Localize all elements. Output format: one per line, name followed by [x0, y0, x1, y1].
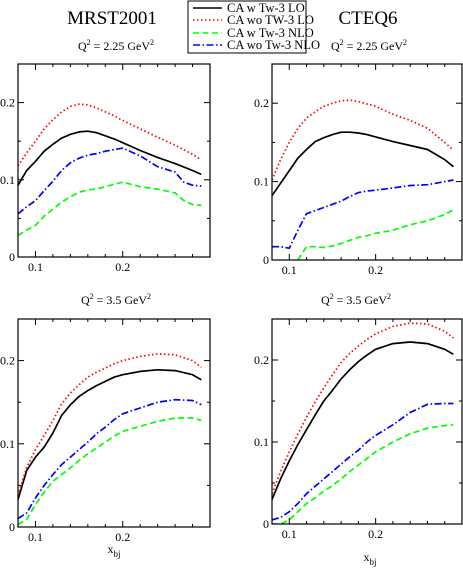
series-line-wo-nlo	[18, 398, 202, 520]
series-line-lo	[18, 368, 202, 500]
q2-label-bottom-left: Q2 = 3.5 GeV2	[81, 292, 151, 307]
x-tick-label: 0.1	[28, 530, 43, 544]
series-line-wo-nlo	[18, 147, 202, 215]
x-tick-label: 0.1	[282, 263, 297, 277]
header-mrst: MRST2001	[67, 8, 157, 29]
series-line-nlo	[18, 417, 202, 526]
y-tick-label: 0	[9, 520, 15, 534]
y-tick-label: 0.2	[254, 353, 269, 367]
legend: CA w Tw-3 LO CA wo TW-3 LO CA w Tw-3 NLO…	[187, 0, 320, 54]
panel-cteq-q2-2-25: 0.1 0.2 0 0.1 0.2	[254, 63, 463, 277]
x-tick-label: 0.1	[282, 527, 297, 541]
legend-label-nlo: CA w Tw-3 NLO	[227, 26, 314, 40]
q2-label-top-left: Q2 = 2.25 GeV2	[78, 38, 154, 53]
y-tick-label: 0.1	[0, 437, 15, 451]
series-line-wo-lo	[272, 99, 454, 181]
series-line-wo-lo	[18, 103, 202, 167]
legend-label-wo-nlo: CA wo Tw-3 NLO	[227, 38, 320, 52]
plot-frame	[271, 318, 463, 525]
y-tick-label: 0.2	[0, 96, 15, 110]
series-line-nlo	[297, 209, 454, 260]
series-line-wo-lo	[272, 322, 454, 495]
x-tick-label: 0.1	[28, 260, 43, 274]
panel-cteq-q2-3-5: 0.1 0.2 0 0.1 0.2	[254, 318, 463, 541]
header-cteq: CTEQ6	[338, 8, 397, 29]
plot-frame	[271, 63, 463, 261]
series-line-wo-lo	[18, 353, 202, 496]
y-tick-label: 0.2	[254, 96, 269, 110]
series-line-lo	[272, 341, 454, 500]
plot-frame	[17, 318, 211, 528]
series-line-nlo	[272, 423, 454, 524]
q2-label-bottom-right: Q2 = 3.5 GeV2	[321, 292, 391, 307]
x-tick-label: 0.2	[115, 530, 130, 544]
panel-mrst-q2-3-5: 0.1 0.2 0 0.1 0.2	[0, 318, 211, 544]
y-tick-label: 0	[263, 253, 269, 267]
y-tick-label: 0	[263, 517, 269, 531]
x-tick-label: 0.2	[368, 263, 383, 277]
legend-label-lo: CA w Tw-3 LO	[227, 1, 305, 15]
series-line-nlo	[18, 181, 202, 237]
xlabel-right: xbj	[363, 550, 376, 567]
x-tick-label: 0.2	[115, 260, 130, 274]
y-tick-label: 0	[9, 250, 15, 264]
series-line-wo-nlo	[272, 402, 454, 521]
panel-mrst-q2-2-25: 0.1 0.2 0 0.1 0.2	[0, 63, 211, 274]
y-tick-label: 0.1	[254, 435, 269, 449]
x-tick-label: 0.2	[368, 527, 383, 541]
y-tick-label: 0.2	[0, 354, 15, 368]
q2-label-top-right: Q2 = 2.25 GeV2	[331, 38, 407, 53]
y-tick-label: 0.1	[254, 175, 269, 189]
xlabel-left: xbj	[107, 542, 120, 559]
y-tick-label: 0.1	[0, 173, 15, 187]
plot-frame	[17, 63, 211, 258]
series-line-lo	[18, 130, 202, 186]
legend-label-wo-lo: CA wo TW-3 LO	[227, 13, 314, 27]
series-line-wo-nlo	[272, 179, 454, 250]
series-line-lo	[272, 131, 454, 197]
